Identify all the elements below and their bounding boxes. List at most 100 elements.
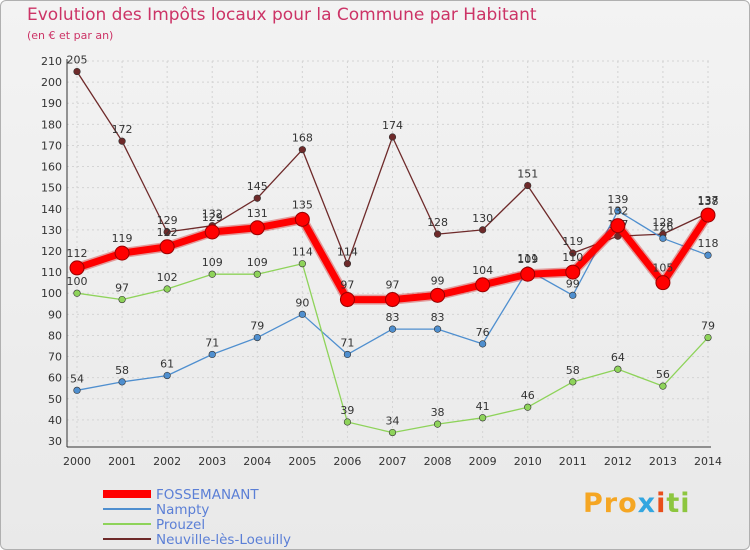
data-point (433, 325, 442, 333)
data-label: 34 (386, 415, 400, 428)
data-label: 61 (160, 358, 174, 371)
y-tick-label: 50 (48, 393, 62, 406)
data-point (430, 287, 446, 303)
data-label: 39 (340, 404, 354, 417)
x-tick-label: 2009 (469, 455, 497, 468)
data-label: 105 (652, 262, 673, 275)
data-label: 76 (476, 326, 490, 339)
data-point (343, 350, 352, 359)
data-point (159, 239, 175, 255)
data-label: 79 (250, 320, 264, 333)
data-label: 71 (205, 336, 219, 349)
data-label: 205 (67, 54, 88, 67)
data-point (569, 378, 577, 386)
data-point (163, 285, 171, 293)
data-label: 100 (67, 275, 88, 288)
chart-subtitle: (en € et par an) (27, 29, 114, 42)
data-label: 172 (112, 123, 133, 136)
x-tick-label: 2005 (288, 455, 316, 468)
data-label: 109 (517, 253, 538, 266)
data-label: 132 (202, 208, 223, 221)
data-point (659, 234, 667, 242)
data-label: 99 (566, 277, 580, 290)
y-tick-label: 110 (41, 266, 62, 279)
data-point (343, 418, 352, 426)
proxiti-logo: Proxiti (583, 488, 691, 519)
data-label: 139 (607, 193, 628, 206)
data-label: 54 (70, 372, 84, 385)
data-label: 129 (202, 211, 223, 224)
data-point (343, 260, 352, 268)
data-label: 119 (562, 235, 583, 248)
data-point (479, 226, 487, 234)
data-point (253, 194, 261, 202)
data-label: 174 (382, 119, 403, 132)
data-label: 112 (67, 247, 88, 260)
data-label: 64 (611, 351, 625, 364)
x-tick-label: 2001 (108, 455, 136, 468)
data-point (659, 382, 667, 390)
data-point (73, 67, 81, 76)
y-tick-label: 60 (48, 372, 62, 385)
y-tick-label: 40 (48, 414, 62, 427)
data-label: 111 (517, 252, 538, 265)
data-label: 126 (652, 220, 673, 233)
data-point (388, 428, 397, 437)
data-point (569, 291, 577, 299)
x-tick-label: 2013 (649, 455, 677, 468)
x-tick-label: 2012 (604, 455, 632, 468)
data-label: 138 (698, 195, 719, 208)
data-point (433, 420, 442, 428)
data-label: 122 (157, 226, 178, 239)
data-point (614, 207, 622, 215)
data-label: 128 (652, 216, 673, 229)
data-point (73, 289, 81, 297)
data-label: 41 (476, 400, 490, 413)
x-tick-label: 2008 (424, 455, 452, 468)
y-tick-label: 180 (41, 118, 62, 131)
data-point (475, 277, 491, 293)
data-point (704, 251, 712, 259)
y-tick-label: 160 (41, 161, 62, 174)
data-point (565, 264, 581, 280)
data-label: 97 (340, 279, 354, 292)
data-point (249, 220, 265, 236)
data-label: 46 (521, 389, 535, 402)
data-label: 58 (115, 364, 129, 377)
data-label: 135 (292, 198, 313, 211)
data-label: 102 (157, 271, 178, 284)
data-label: 137 (698, 194, 719, 207)
x-tick-label: 2003 (198, 455, 226, 468)
y-tick-label: 210 (41, 55, 62, 68)
y-tick-label: 140 (41, 203, 62, 216)
y-tick-label: 150 (41, 182, 62, 195)
data-point (569, 249, 577, 257)
x-tick-label: 2000 (63, 455, 91, 468)
data-label: 38 (431, 406, 445, 419)
x-tick-label: 2010 (514, 455, 542, 468)
series-prouzel: 100 97 102 109 109 114 39 34 38 41 46 58 64 56 79 (67, 246, 715, 437)
data-point (294, 211, 310, 227)
data-point (298, 310, 306, 318)
data-point (388, 133, 397, 141)
y-tick-label: 200 (41, 76, 62, 89)
data-label: 79 (701, 320, 715, 333)
data-label: 119 (112, 232, 133, 245)
data-point (118, 378, 126, 386)
data-label: 131 (247, 207, 268, 220)
data-point (118, 295, 126, 304)
data-label: 83 (386, 311, 400, 324)
data-point (208, 350, 216, 359)
data-label: 130 (472, 212, 493, 225)
y-tick-label: 100 (41, 287, 62, 300)
data-label: 83 (431, 311, 445, 324)
series-nampty: 54 58 61 71 79 90 71 83 83 76 111 99 139 126 118 (70, 193, 719, 394)
data-point (69, 260, 85, 276)
data-point (614, 365, 622, 373)
data-label: 129 (157, 214, 178, 227)
data-point (704, 333, 712, 342)
x-tick-label: 2007 (379, 455, 407, 468)
data-label: 97 (386, 279, 400, 292)
